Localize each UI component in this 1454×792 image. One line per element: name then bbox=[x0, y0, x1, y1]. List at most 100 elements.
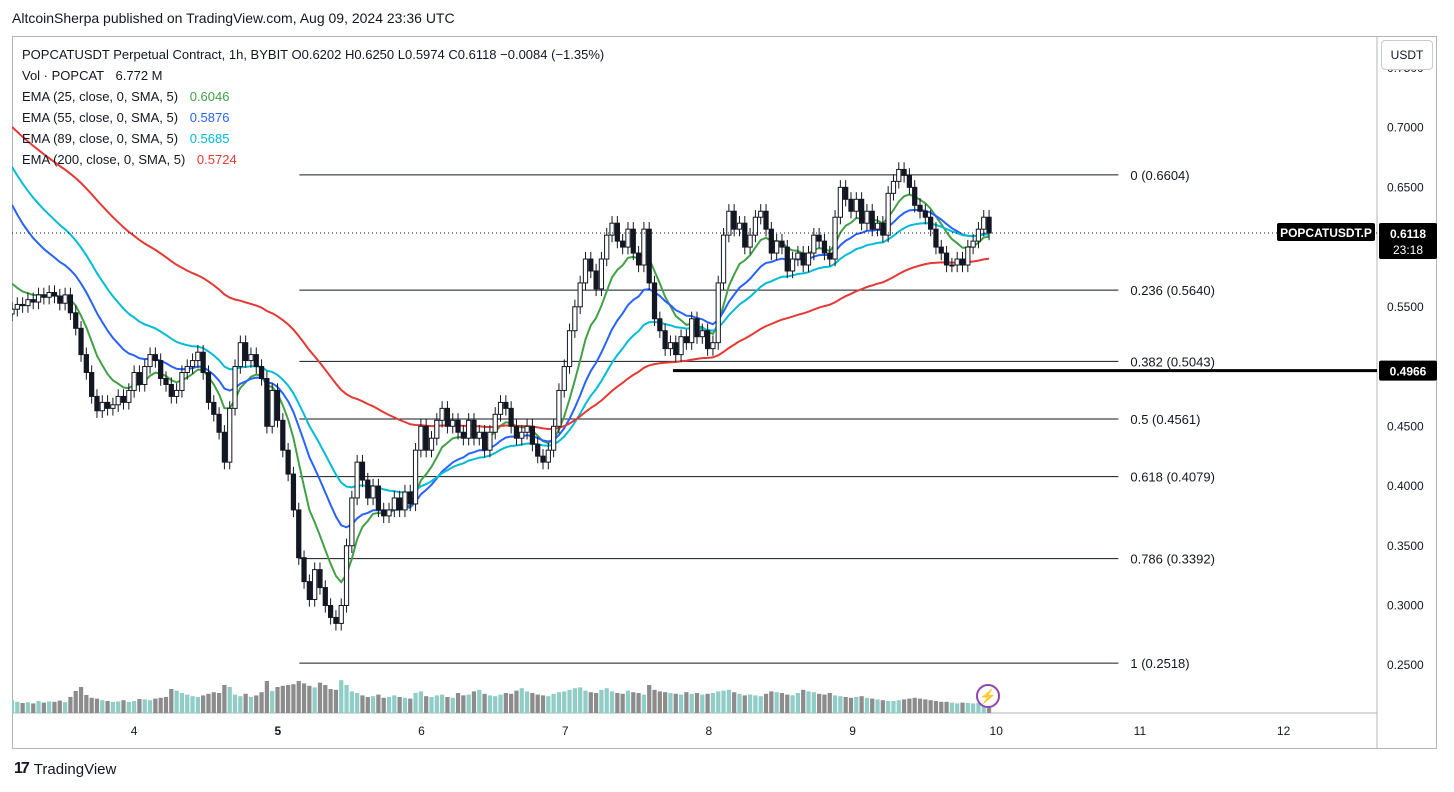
candle-body bbox=[354, 461, 360, 499]
candle-body bbox=[593, 270, 599, 290]
volume-bar bbox=[832, 695, 838, 713]
candle-body bbox=[131, 372, 137, 391]
volume-bar bbox=[684, 692, 689, 713]
candle-body bbox=[566, 330, 573, 368]
candle-body bbox=[561, 366, 567, 391]
candle-body bbox=[476, 431, 482, 439]
volume-bar bbox=[694, 693, 700, 713]
fib-level-label: 0 (0.6604) bbox=[1130, 168, 1189, 183]
candle-body bbox=[795, 252, 801, 260]
legend-ema-label: EMA (25, close, 0, SMA, 5) bbox=[22, 89, 179, 104]
volume-bar bbox=[392, 695, 397, 713]
volume-bar bbox=[94, 698, 100, 713]
candle-body bbox=[327, 604, 334, 618]
volume-bar bbox=[615, 693, 620, 713]
volume-bar bbox=[917, 698, 923, 713]
axis-unit-button[interactable]: USDT bbox=[1381, 40, 1433, 70]
candle-body bbox=[789, 258, 796, 272]
candle-body bbox=[784, 246, 790, 272]
current-price-label: 0.6118 bbox=[1390, 227, 1426, 241]
volume-bar bbox=[562, 691, 567, 713]
candle-body bbox=[370, 485, 376, 499]
ema-200-line bbox=[12, 126, 990, 430]
candle-body bbox=[110, 404, 116, 409]
volume-bar bbox=[285, 685, 291, 713]
volume-bar bbox=[625, 690, 631, 713]
candle-body bbox=[614, 222, 620, 242]
candle-body bbox=[917, 204, 923, 212]
candle-body bbox=[620, 240, 626, 248]
volume-bar bbox=[73, 691, 78, 713]
candle-body bbox=[694, 318, 700, 338]
volume-bar bbox=[153, 698, 158, 713]
volume-bar bbox=[519, 688, 524, 713]
volume-bar bbox=[254, 695, 259, 713]
candle-body bbox=[901, 168, 907, 176]
price-tick-label: 0.3500 bbox=[1387, 539, 1424, 553]
candle-body bbox=[232, 366, 238, 409]
candle-body bbox=[30, 299, 36, 303]
candle-body bbox=[237, 342, 243, 368]
candle-body bbox=[519, 431, 525, 439]
support-price-tag bbox=[1379, 360, 1437, 381]
candle-body bbox=[864, 210, 870, 224]
volume-bar bbox=[774, 692, 779, 713]
tradingview-logo: 17 TradingView bbox=[14, 760, 116, 778]
candle-body bbox=[296, 509, 302, 559]
volume-bar bbox=[323, 685, 328, 713]
candle-body bbox=[535, 443, 541, 457]
candle-body bbox=[322, 587, 328, 606]
volume-bar bbox=[907, 698, 912, 713]
time-tick-label: 4 bbox=[131, 724, 138, 738]
candle-body bbox=[51, 291, 58, 297]
volume-bar bbox=[965, 703, 970, 713]
candle-body bbox=[418, 425, 424, 451]
volume-bar bbox=[328, 689, 333, 713]
price-tick-label: 0.2500 bbox=[1387, 658, 1424, 672]
volume-bar bbox=[381, 697, 386, 713]
legend-ema-55: EMA (55, close, 0, SMA, 5) 0.5876 bbox=[22, 107, 604, 128]
candle-body bbox=[274, 389, 281, 421]
volume-bar bbox=[296, 681, 301, 713]
volume-bar bbox=[47, 701, 52, 713]
chart-background bbox=[12, 36, 1437, 749]
lightning-icon[interactable]: ⚡ bbox=[976, 684, 1000, 708]
volume-bar bbox=[110, 701, 116, 713]
legend-ema-label: EMA (55, close, 0, SMA, 5) bbox=[22, 110, 179, 125]
candle-body bbox=[195, 351, 201, 362]
candle-body bbox=[19, 303, 26, 307]
candle-body bbox=[258, 366, 265, 379]
volume-bar bbox=[121, 700, 126, 713]
volume-bar bbox=[355, 693, 360, 713]
volume-bar bbox=[599, 689, 604, 713]
candle-body bbox=[83, 354, 89, 374]
volume-bar bbox=[551, 693, 556, 713]
volume-bar bbox=[732, 692, 737, 713]
legend-ema-200: EMA (200, close, 0, SMA, 5) 0.5724 bbox=[22, 149, 604, 170]
time-tick-label: 5 bbox=[274, 724, 281, 738]
price-chart[interactable]: 0.75000.70000.65000.55000.45000.40000.35… bbox=[12, 36, 1437, 749]
candle-body bbox=[556, 389, 562, 427]
volume-bar bbox=[31, 703, 36, 713]
chart-container[interactable]: 0.75000.70000.65000.55000.45000.40000.35… bbox=[12, 36, 1437, 749]
candle-body bbox=[747, 234, 753, 248]
volume-bar bbox=[365, 697, 370, 713]
legend-symbol-line: POPCATUSDT Perpetual Contract, 1h, BYBIT… bbox=[22, 47, 605, 62]
volume-bar bbox=[333, 689, 339, 713]
candle-body bbox=[848, 198, 854, 212]
candle-body bbox=[630, 228, 636, 254]
candle-body bbox=[827, 252, 833, 260]
candle-body bbox=[715, 282, 721, 344]
candle-body bbox=[577, 282, 583, 308]
volume-bar bbox=[169, 689, 174, 713]
candle-body bbox=[933, 228, 939, 248]
candle-body bbox=[317, 569, 323, 589]
candle-body bbox=[641, 228, 647, 266]
current-price-tag bbox=[1379, 222, 1437, 259]
volume-bar bbox=[147, 700, 153, 713]
price-tick-label: 0.4500 bbox=[1387, 419, 1424, 433]
volume-bar bbox=[891, 701, 896, 713]
countdown-label: 23:18 bbox=[1393, 243, 1423, 257]
volume-bar bbox=[360, 695, 365, 713]
candle-body bbox=[906, 174, 913, 188]
